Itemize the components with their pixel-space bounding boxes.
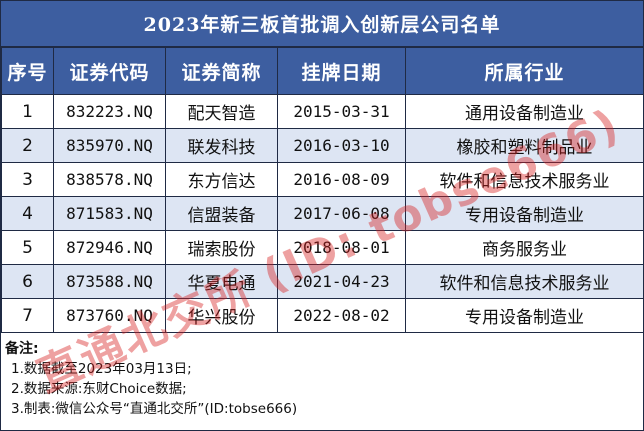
- cell-code: 835970.NQ: [53, 128, 166, 163]
- company-table: 序号 证券代码 证券简称 挂牌日期 所属行业 1 832223.NQ 配天智造 …: [1, 47, 644, 333]
- cell-industry: 通用设备制造业: [405, 94, 644, 129]
- cell-code: 872946.NQ: [53, 230, 166, 265]
- cell-index: 4: [1, 196, 54, 231]
- column-header-date: 挂牌日期: [277, 47, 406, 95]
- cell-industry: 橡胶和塑料制品业: [405, 128, 644, 163]
- cell-name: 华兴股份: [165, 298, 278, 333]
- cell-date: 2016-03-10: [277, 128, 406, 163]
- cell-index: 7: [1, 298, 54, 333]
- table-row: 2 835970.NQ 联发科技 2016-03-10 橡胶和塑料制品业: [1, 128, 644, 163]
- header-row: 序号 证券代码 证券简称 挂牌日期 所属行业: [1, 47, 644, 95]
- notes-heading: 备注:: [5, 341, 39, 357]
- cell-date: 2021-04-23: [277, 264, 406, 299]
- table-row: 5 872946.NQ 瑞索股份 2018-08-01 商务服务业: [1, 230, 644, 265]
- table-row: 7 873760.NQ 华兴股份 2022-08-02 专用设备制造业: [1, 298, 644, 333]
- cell-name: 信盟装备: [165, 196, 278, 231]
- cell-name: 瑞索股份: [165, 230, 278, 265]
- cell-date: 2017-06-08: [277, 196, 406, 231]
- table-title: 2023年新三板首批调入创新层公司名单: [1, 1, 643, 47]
- cell-date: 2022-08-02: [277, 298, 406, 333]
- cell-industry: 专用设备制造业: [405, 196, 644, 231]
- cell-date: 2016-08-09: [277, 162, 406, 197]
- cell-code: 871583.NQ: [53, 196, 166, 231]
- column-header-industry: 所属行业: [405, 47, 644, 95]
- cell-industry: 软件和信息技术服务业: [405, 264, 644, 299]
- cell-index: 2: [1, 128, 54, 163]
- cell-code: 873588.NQ: [53, 264, 166, 299]
- cell-industry: 软件和信息技术服务业: [405, 162, 644, 197]
- note-line: 2.数据来源:东财Choice数据;: [11, 381, 187, 397]
- cell-date: 2018-08-01: [277, 230, 406, 265]
- column-header-code: 证券代码: [53, 47, 166, 95]
- cell-name: 联发科技: [165, 128, 278, 163]
- cell-code: 873760.NQ: [53, 298, 166, 333]
- cell-index: 6: [1, 264, 54, 299]
- table-row: 6 873588.NQ 华夏电通 2021-04-23 软件和信息技术服务业: [1, 264, 644, 299]
- table-row: 4 871583.NQ 信盟装备 2017-06-08 专用设备制造业: [1, 196, 644, 231]
- cell-name: 华夏电通: [165, 264, 278, 299]
- table-row: 1 832223.NQ 配天智造 2015-03-31 通用设备制造业: [1, 94, 644, 129]
- cell-name: 东方信达: [165, 162, 278, 197]
- column-header-index: 序号: [1, 47, 54, 95]
- cell-date: 2015-03-31: [277, 94, 406, 129]
- cell-code: 832223.NQ: [53, 94, 166, 129]
- notes-section: 备注: 1.数据截至2023年03月13日; 2.数据来源:东财Choice数据…: [1, 333, 643, 419]
- cell-index: 1: [1, 94, 54, 129]
- note-line: 1.数据截至2023年03月13日;: [11, 361, 192, 377]
- cell-code: 838578.NQ: [53, 162, 166, 197]
- column-header-name: 证券简称: [165, 47, 278, 95]
- cell-name: 配天智造: [165, 94, 278, 129]
- cell-industry: 专用设备制造业: [405, 298, 644, 333]
- cell-index: 3: [1, 162, 54, 197]
- cell-industry: 商务服务业: [405, 230, 644, 265]
- note-line: 3.制表:微信公众号“直通北交所”(ID:tobse666): [11, 401, 298, 417]
- table-row: 3 838578.NQ 东方信达 2016-08-09 软件和信息技术服务业: [1, 162, 644, 197]
- cell-index: 5: [1, 230, 54, 265]
